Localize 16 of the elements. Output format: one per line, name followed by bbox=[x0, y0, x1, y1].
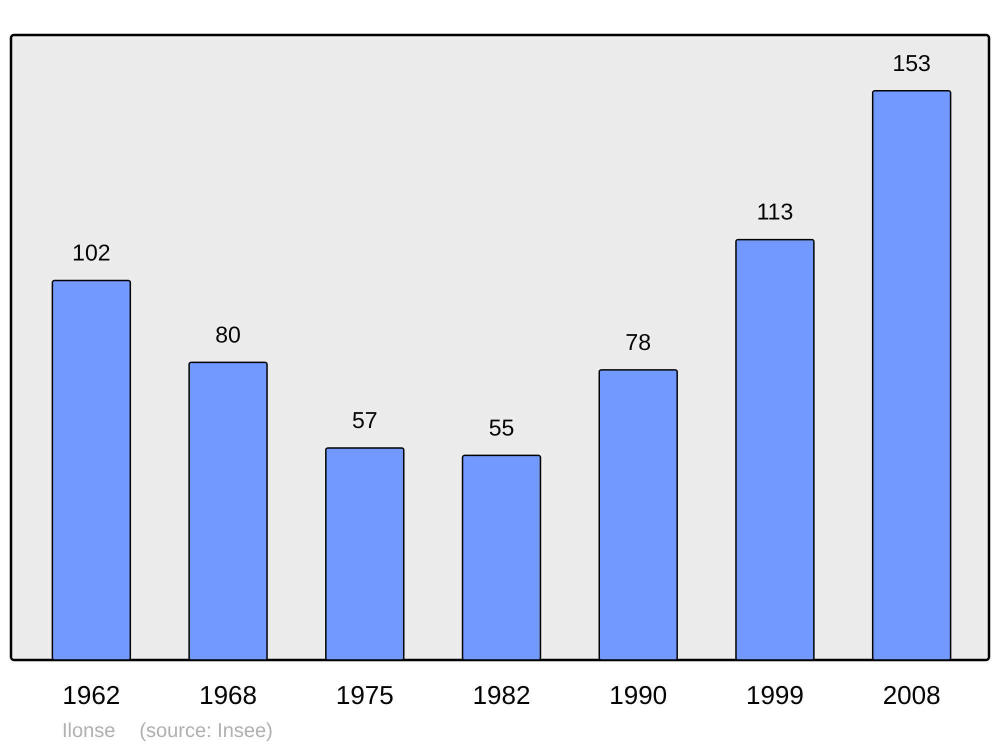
data-label: 57 bbox=[352, 406, 378, 433]
data-label: 113 bbox=[756, 198, 794, 225]
x-tick-label: 1968 bbox=[199, 680, 257, 710]
data-label: 78 bbox=[625, 328, 652, 355]
data-label: 153 bbox=[892, 50, 931, 76]
x-tick-label: 1982 bbox=[472, 680, 530, 710]
data-label: 55 bbox=[488, 414, 514, 440]
text: Ilonse bbox=[62, 720, 116, 742]
x-tick-label: 1975 bbox=[336, 680, 394, 710]
text: (source: Insee) bbox=[139, 720, 273, 742]
x-tick-label: 1990 bbox=[609, 680, 668, 710]
data-label: 80 bbox=[215, 321, 241, 348]
x-tick-label: 1999 bbox=[746, 680, 804, 710]
x-tick-label: 1962 bbox=[62, 680, 120, 710]
x-tick-label: 2008 bbox=[882, 680, 941, 710]
data-label: 102 bbox=[72, 240, 111, 266]
